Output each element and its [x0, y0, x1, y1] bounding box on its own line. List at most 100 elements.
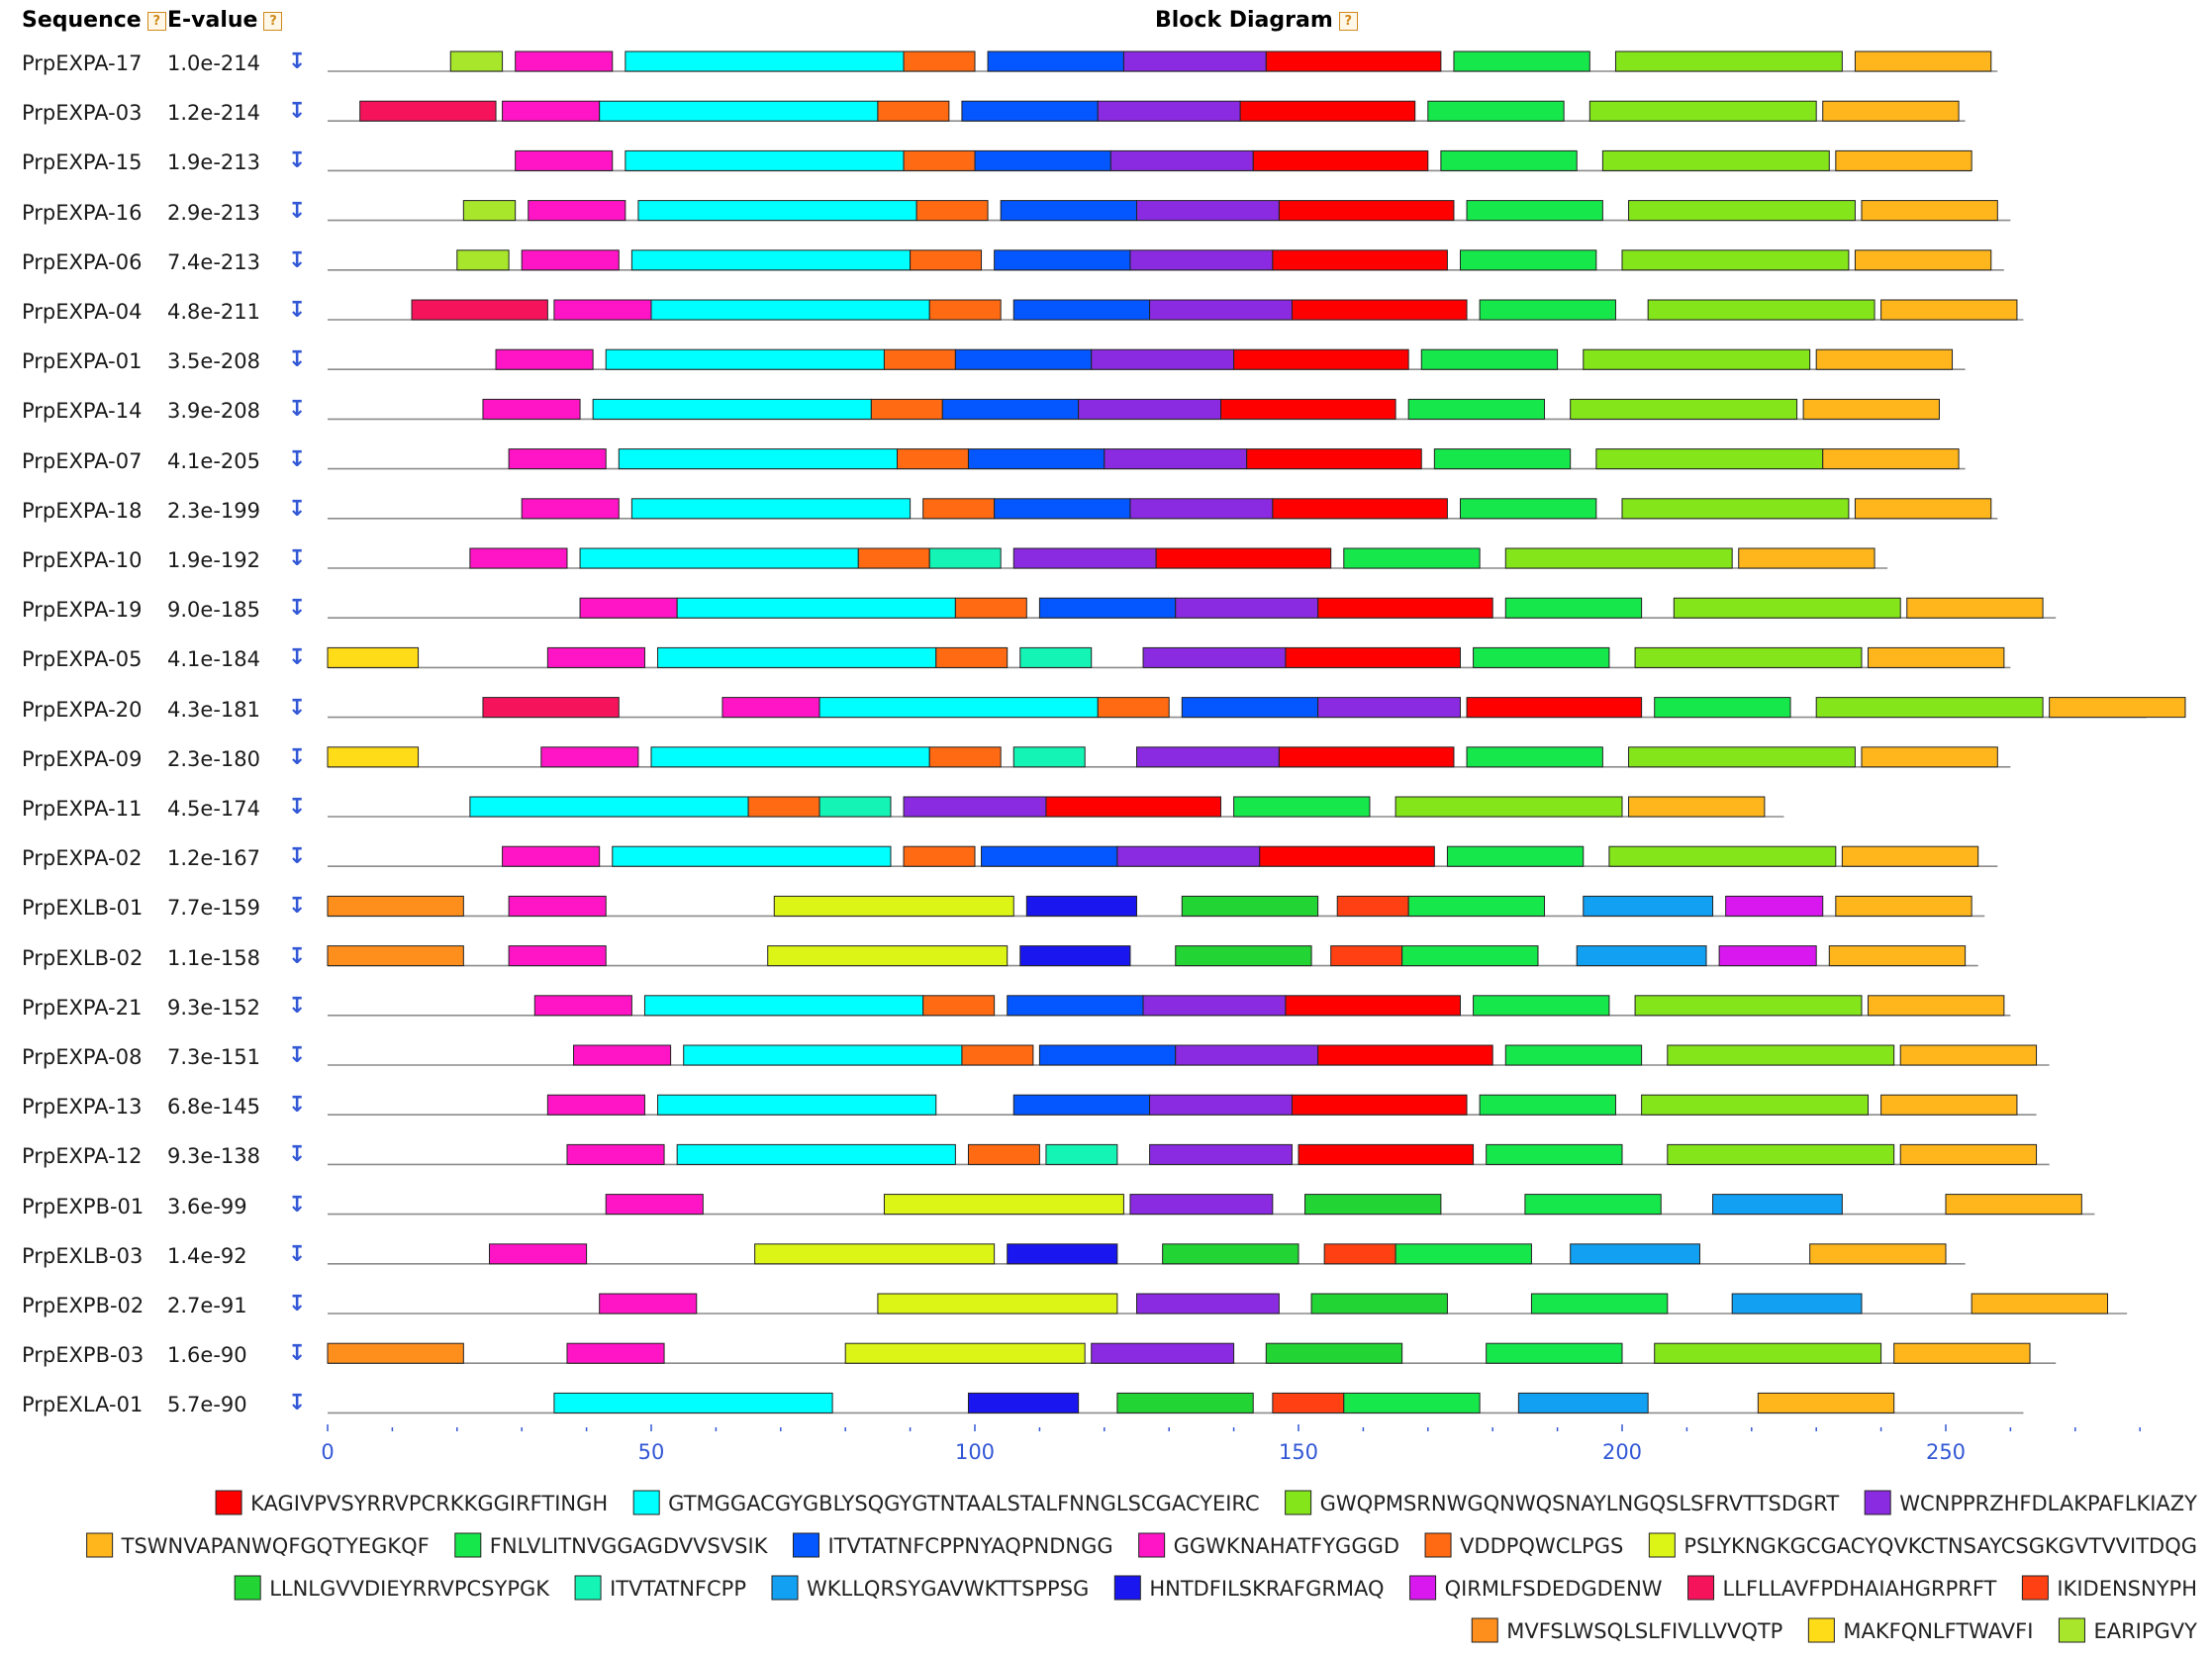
- sort-arrow-icon[interactable]: ↧: [288, 1241, 307, 1267]
- motif-block[interactable]: [1433, 448, 1572, 470]
- sort-arrow-icon[interactable]: ↧: [288, 198, 307, 224]
- motif-block[interactable]: [521, 249, 620, 271]
- motif-block[interactable]: [630, 498, 912, 520]
- motif-block[interactable]: [1570, 1243, 1700, 1265]
- sort-arrow-icon[interactable]: ↧: [288, 695, 307, 721]
- motif-block[interactable]: [489, 1243, 588, 1265]
- motif-block[interactable]: [1395, 1243, 1532, 1265]
- motif-block[interactable]: [1045, 1143, 1118, 1165]
- motif-block[interactable]: [411, 299, 548, 321]
- sort-arrow-icon[interactable]: ↧: [288, 1043, 307, 1068]
- legend-item[interactable]: IKIDENSNYPH: [2021, 1575, 2197, 1601]
- sort-arrow-icon[interactable]: ↧: [288, 894, 307, 920]
- motif-block[interactable]: [935, 646, 1009, 668]
- motif-block[interactable]: [1466, 200, 1603, 222]
- motif-block[interactable]: [1473, 995, 1610, 1017]
- legend-item[interactable]: HNTDFILSKRAFGRMAQ: [1113, 1575, 1385, 1601]
- motif-block[interactable]: [482, 398, 581, 420]
- legend-item[interactable]: TSWNVAPANWQFGQTYEGKQF: [86, 1532, 430, 1558]
- motif-block[interactable]: [1317, 597, 1493, 619]
- sort-arrow-icon[interactable]: ↧: [288, 943, 307, 969]
- legend-item[interactable]: PSLYKNGKGCGACYQVKCTNSAYCSGKGVTVVITDQG: [1648, 1532, 2197, 1558]
- legend-item[interactable]: VDDPQWCLPGS: [1424, 1532, 1623, 1558]
- motif-block[interactable]: [967, 1143, 1040, 1165]
- motif-block[interactable]: [1667, 1143, 1895, 1165]
- motif-block[interactable]: [844, 1342, 1086, 1364]
- motif-block[interactable]: [1479, 1094, 1616, 1116]
- motif-block[interactable]: [1091, 1342, 1235, 1364]
- sort-arrow-icon[interactable]: ↧: [288, 546, 307, 571]
- motif-block[interactable]: [1446, 845, 1585, 867]
- sort-arrow-icon[interactable]: ↧: [288, 1341, 307, 1367]
- motif-block[interactable]: [1298, 1143, 1475, 1165]
- motif-block[interactable]: [1608, 845, 1837, 867]
- legend-item[interactable]: WKLLQRSYGAVWKTTSPPSG: [771, 1575, 1089, 1601]
- motif-block[interactable]: [1265, 50, 1442, 72]
- motif-block[interactable]: [1460, 249, 1597, 271]
- legend-item[interactable]: ITVTATNFCPP: [574, 1575, 746, 1601]
- motif-block[interactable]: [359, 100, 497, 122]
- sort-arrow-icon[interactable]: ↧: [288, 645, 307, 671]
- motif-block[interactable]: [1479, 299, 1616, 321]
- motif-block[interactable]: [1019, 945, 1131, 967]
- motif-block[interactable]: [1460, 498, 1597, 520]
- motif-block[interactable]: [1634, 995, 1863, 1017]
- motif-block[interactable]: [1175, 945, 1312, 967]
- motif-block[interactable]: [1576, 945, 1707, 967]
- motif-block[interactable]: [767, 945, 1009, 967]
- motif-block[interactable]: [1835, 895, 1972, 917]
- sort-arrow-icon[interactable]: ↧: [288, 99, 307, 125]
- motif-block[interactable]: [1628, 200, 1856, 222]
- motif-block[interactable]: [1880, 299, 2018, 321]
- motif-block[interactable]: [1129, 1194, 1274, 1216]
- motif-block[interactable]: [1588, 100, 1817, 122]
- motif-block[interactable]: [533, 995, 632, 1017]
- motif-block[interactable]: [1815, 697, 2044, 719]
- legend-item[interactable]: QIRMLFSDEDGDENW: [1409, 1575, 1663, 1601]
- motif-block[interactable]: [1880, 1094, 2018, 1116]
- sort-arrow-icon[interactable]: ↧: [288, 993, 307, 1019]
- motif-block[interactable]: [1278, 200, 1455, 222]
- sort-arrow-icon[interactable]: ↧: [288, 49, 307, 74]
- motif-block[interactable]: [1893, 1342, 2031, 1364]
- motif-block[interactable]: [1570, 398, 1798, 420]
- motif-block[interactable]: [1841, 845, 1979, 867]
- sort-arrow-icon[interactable]: ↧: [288, 844, 307, 870]
- motif-block[interactable]: [1725, 895, 1824, 917]
- motif-block[interactable]: [1899, 1143, 2038, 1165]
- motif-block[interactable]: [1647, 299, 1875, 321]
- motif-block[interactable]: [1252, 149, 1429, 171]
- motif-block[interactable]: [1628, 746, 1856, 768]
- motif-block[interactable]: [1621, 498, 1850, 520]
- motif-block[interactable]: [1854, 498, 1992, 520]
- legend-item[interactable]: GWQPMSRNWGQNWQSNAYLNGQSLSFRVTTSDGRT: [1285, 1490, 1840, 1515]
- motif-block[interactable]: [1712, 1194, 1843, 1216]
- sort-arrow-icon[interactable]: ↧: [288, 298, 307, 323]
- motif-block[interactable]: [773, 895, 1014, 917]
- motif-block[interactable]: [1116, 1392, 1254, 1413]
- sort-arrow-icon[interactable]: ↧: [288, 795, 307, 820]
- motif-block[interactable]: [1401, 945, 1539, 967]
- motif-block[interactable]: [2049, 697, 2186, 719]
- motif-block[interactable]: [1486, 1143, 1623, 1165]
- sort-arrow-icon[interactable]: ↧: [288, 1192, 307, 1218]
- motif-block[interactable]: [961, 1044, 1034, 1066]
- motif-block[interactable]: [521, 498, 620, 520]
- motif-block[interactable]: [1025, 895, 1137, 917]
- motif-block[interactable]: [877, 100, 950, 122]
- motif-block[interactable]: [566, 1143, 665, 1165]
- motif-block[interactable]: [508, 448, 607, 470]
- motif-block[interactable]: [954, 597, 1027, 619]
- motif-block[interactable]: [1453, 50, 1590, 72]
- motif-block[interactable]: [1272, 249, 1448, 271]
- motif-block[interactable]: [546, 646, 645, 668]
- motif-block[interactable]: [327, 945, 464, 967]
- motif-block[interactable]: [1738, 547, 1875, 569]
- motif-block[interactable]: [1007, 1243, 1118, 1265]
- motif-block[interactable]: [1233, 796, 1371, 818]
- legend-item[interactable]: WCNPPRZHFDLAKPAFLKIAZY: [1864, 1490, 2197, 1515]
- motif-block[interactable]: [508, 895, 607, 917]
- motif-block[interactable]: [1407, 398, 1546, 420]
- sort-arrow-icon[interactable]: ↧: [288, 247, 307, 273]
- motif-block[interactable]: [462, 200, 517, 222]
